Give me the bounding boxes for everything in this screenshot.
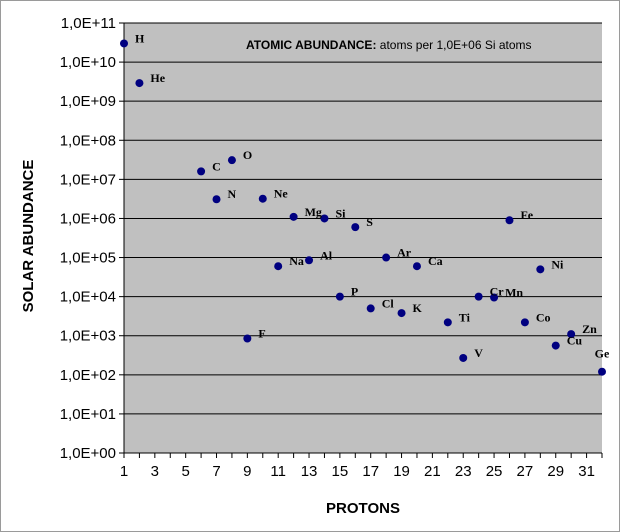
chart-title: ATOMIC ABUNDANCE: atoms per 1,0E+06 Si a… (246, 38, 532, 52)
chart-title-rest: atoms per 1,0E+06 Si atoms (376, 38, 531, 52)
data-point (351, 223, 360, 232)
data-point-label: Co (536, 310, 551, 324)
data-points (120, 39, 606, 376)
x-tick-label: 11 (270, 463, 286, 480)
data-point-label: Zn (582, 322, 597, 336)
data-point-label: Ne (274, 187, 289, 201)
data-point (397, 309, 406, 318)
data-point-label: Cl (382, 296, 395, 310)
data-point-label: N (228, 187, 237, 201)
y-tick-label: 1,0E+03 (60, 328, 116, 345)
data-point (335, 292, 344, 301)
x-tick-label: 19 (393, 463, 410, 480)
data-point (212, 195, 221, 204)
data-point (197, 167, 206, 176)
y-tick-label: 1,0E+06 (60, 210, 116, 227)
data-point (320, 214, 329, 223)
data-point (459, 353, 468, 362)
y-tick-label: 1,0E+05 (60, 250, 116, 267)
x-tick-label: 21 (424, 463, 441, 480)
y-tick-label: 1,0E+09 (60, 93, 116, 110)
data-point (505, 216, 514, 225)
data-point-label: K (413, 301, 423, 315)
x-tick-label: 31 (578, 463, 595, 480)
data-point-label: Al (320, 248, 333, 262)
x-tick-label: 29 (547, 463, 564, 480)
data-point (258, 194, 267, 203)
data-point-label: Fe (520, 208, 533, 222)
data-point (289, 212, 298, 221)
data-point-label: Ar (397, 246, 412, 260)
data-point-label: Cu (567, 334, 583, 348)
x-tick-label: 7 (212, 463, 220, 480)
data-point (120, 39, 128, 48)
y-tick-label: 1,0E+04 (60, 289, 116, 306)
data-point-label: Ni (551, 257, 564, 271)
data-point-label: Mn (505, 286, 523, 300)
y-tick-labels: 1,0E+00 1,0E+01 1,0E+02 1,0E+03 1,0E+04 1,0E+… (60, 15, 124, 462)
data-point (520, 318, 529, 327)
x-tick-label: 13 (301, 463, 318, 480)
data-point (474, 292, 483, 301)
data-point-label: Ge (595, 347, 610, 361)
y-axis-title: SOLAR ABUNDANCE (20, 160, 37, 313)
data-point-label: Na (289, 254, 304, 268)
chart-title-bold: ATOMIC ABUNDANCE: (246, 38, 376, 52)
y-tick-label: 1,0E+07 (60, 171, 116, 188)
data-point-label: Cr (490, 285, 505, 299)
data-point-label: Si (335, 206, 346, 220)
x-tick-label: 23 (455, 463, 472, 480)
data-point-label: P (351, 285, 358, 299)
x-tick-label: 17 (362, 463, 379, 480)
y-tick-label: 1,0E+02 (60, 367, 116, 384)
data-point-label: Ti (459, 310, 471, 324)
data-point (382, 253, 391, 262)
y-tick-label: 1,0E+10 (60, 54, 116, 71)
data-point (490, 293, 499, 302)
y-tick-label: 1,0E+08 (60, 132, 116, 149)
y-tick-label: 1,0E+11 (61, 15, 116, 32)
data-point (274, 262, 283, 271)
data-point-labels: H He CN O F Ne Na Mg Al Si P S Cl Ar K Ca Ti V Cr Mn Fe Co Ni C… (135, 31, 610, 360)
x-tick-label: 15 (332, 463, 349, 480)
data-point (243, 334, 252, 343)
data-point (412, 262, 421, 271)
data-point (536, 265, 545, 274)
data-point (443, 318, 452, 327)
data-point (227, 156, 236, 165)
data-point-label: Mg (305, 205, 322, 219)
plot-area (124, 23, 602, 453)
data-point-label: C (212, 159, 221, 173)
x-axis-title: PROTONS (326, 500, 400, 517)
x-tick-label: 25 (486, 463, 503, 480)
data-point-label: S (366, 215, 373, 229)
x-tick-label: 5 (182, 463, 190, 480)
data-point (366, 304, 375, 313)
data-point-label: F (258, 326, 265, 340)
data-point (305, 256, 314, 265)
data-point (135, 79, 144, 88)
data-point (551, 341, 560, 350)
data-point (598, 367, 606, 376)
data-point-label: V (474, 346, 483, 360)
x-tick-label: 3 (151, 463, 159, 480)
data-point-label: He (150, 71, 165, 85)
data-point-label: H (135, 31, 145, 45)
y-tick-label: 1,0E+01 (60, 406, 116, 423)
y-tick-label: 1,0E+00 (60, 445, 116, 462)
data-point (567, 330, 576, 339)
data-point-label: O (243, 148, 252, 162)
data-point-label: Ca (428, 254, 443, 268)
x-tick-label: 9 (243, 463, 251, 480)
x-tick-label: 27 (517, 463, 534, 480)
axes (123, 23, 602, 454)
x-tick-labels: 1 3 5 7 9 11 13 15 17 19 21 23 25 27 29 31 (120, 453, 603, 480)
x-tick-label: 1 (120, 463, 128, 480)
